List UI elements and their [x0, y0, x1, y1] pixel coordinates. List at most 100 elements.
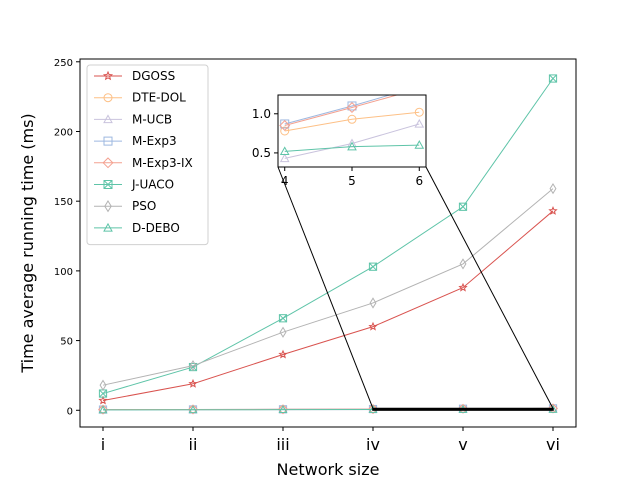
data-point	[98, 405, 108, 414]
data-point	[278, 314, 288, 323]
legend-item-dgoss: DGOSS	[94, 69, 175, 83]
series-line	[102, 188, 554, 386]
x-axis-ticks: i ii iii iv v vi	[101, 427, 560, 454]
inset-series-line	[284, 144, 420, 152]
inset-data-point	[346, 102, 358, 114]
legend-item-dte-dol: DTE-DOL	[94, 91, 186, 105]
y-tick-label: 100	[54, 267, 73, 278]
legend-label: D-DEBO	[132, 221, 180, 235]
y-tick-label: 150	[54, 197, 73, 208]
data-point	[98, 395, 108, 405]
legend: DGOSS DTE-DOL M-UCB M-Exp3 M-Exp3-IX J-UACO PS…	[86, 64, 209, 246]
inset-data-point	[280, 126, 290, 136]
data-point	[548, 206, 558, 215]
legend-label: DGOSS	[132, 69, 175, 83]
legend-marker	[104, 200, 112, 213]
legend-label: PSO	[132, 199, 156, 213]
x-tick-label: ii	[189, 435, 198, 454]
inset-series-line	[284, 111, 420, 132]
x-tick-label: i	[101, 435, 105, 454]
data-point	[99, 379, 107, 391]
y-axis-title: Time average running time (ms)	[18, 113, 37, 373]
inset-series	[279, 95, 425, 163]
zoom-region-box	[372, 407, 554, 411]
data-point	[188, 405, 198, 414]
data-point	[188, 378, 198, 388]
inset-zoom-plot: 4 5 6 0.5 1.0	[252, 94, 427, 188]
inset-y-tick-label: 1.0	[252, 107, 271, 121]
legend-item-m-exp3: M-Exp3	[94, 134, 177, 148]
legend-item-m-exp3-ix: M-Exp3-IX	[94, 156, 193, 170]
inset-y-tick-label: 0.5	[252, 146, 271, 160]
data-point	[548, 74, 558, 83]
y-tick-label: 250	[54, 58, 73, 69]
legend-label: DTE-DOL	[132, 91, 186, 105]
data-point	[368, 321, 378, 331]
zoom-connector-right	[425, 166, 554, 409]
legend-label: M-Exp3	[132, 134, 177, 148]
zoom-connector-left	[277, 166, 374, 409]
main-series-lines	[97, 74, 559, 415]
y-tick-label: 200	[54, 127, 73, 138]
legend-marker	[102, 157, 114, 169]
legend-label: J-UACO	[131, 178, 174, 192]
inset-series-line	[284, 95, 392, 125]
x-tick-label: vi	[546, 435, 560, 454]
series-line	[102, 210, 554, 402]
zoom-connector-lines	[277, 166, 554, 411]
data-point	[369, 297, 377, 309]
inset-series-d-debo	[279, 140, 425, 156]
inset-data-point	[414, 140, 425, 149]
data-point	[187, 404, 199, 415]
legend-label: M-Exp3-IX	[132, 156, 193, 170]
inset-x-tick-label: 4	[281, 174, 289, 188]
data-point	[458, 282, 468, 292]
inset-x-tick-label: 5	[348, 174, 356, 188]
inset-data-point	[347, 114, 357, 124]
series-j-uaco	[98, 74, 558, 398]
legend-item-d-debo: D-DEBO	[94, 221, 180, 235]
series-line	[102, 78, 554, 395]
series-pso	[99, 183, 557, 391]
inset-series-line	[284, 95, 399, 127]
x-axis-title: Network size	[277, 460, 380, 479]
data-point	[279, 326, 287, 338]
legend-marker	[103, 93, 113, 103]
data-point	[368, 262, 378, 271]
legend-marker	[102, 70, 114, 81]
inset-data-point	[347, 141, 357, 151]
legend-item-pso: PSO	[94, 199, 156, 213]
x-tick-label: v	[458, 435, 467, 454]
legend-marker	[103, 222, 113, 232]
legend-label: M-UCB	[132, 112, 172, 126]
data-point	[367, 404, 379, 415]
y-tick-label: 0	[67, 406, 73, 417]
data-point	[97, 404, 109, 415]
data-point	[549, 183, 557, 195]
legend-marker	[103, 114, 113, 124]
series-dgoss	[98, 206, 558, 405]
inset-data-point	[414, 107, 424, 117]
x-tick-label: iii	[276, 435, 289, 454]
legend-box	[86, 64, 209, 246]
data-point	[458, 202, 468, 211]
data-point	[277, 404, 289, 415]
data-point	[278, 349, 288, 359]
y-tick-label: 50	[60, 337, 73, 348]
inset-data-point	[279, 120, 291, 132]
inset-series-dte-dol	[280, 107, 424, 136]
legend-marker	[103, 180, 113, 189]
data-point	[457, 403, 469, 414]
axes-frame	[79, 58, 577, 428]
inset-x-tick-label: 6	[415, 174, 423, 188]
x-tick-label: iv	[366, 435, 380, 454]
data-point	[278, 405, 288, 414]
data-point	[189, 360, 197, 372]
legend-item-j-uaco: J-UACO	[94, 178, 174, 192]
y-axis-ticks: 0 50 100 150 200 250	[54, 58, 80, 417]
inset-data-point	[414, 118, 425, 128]
inset-background	[278, 95, 426, 167]
legend-marker	[103, 136, 113, 146]
inset-series-m-exp3-ix	[279, 95, 399, 132]
